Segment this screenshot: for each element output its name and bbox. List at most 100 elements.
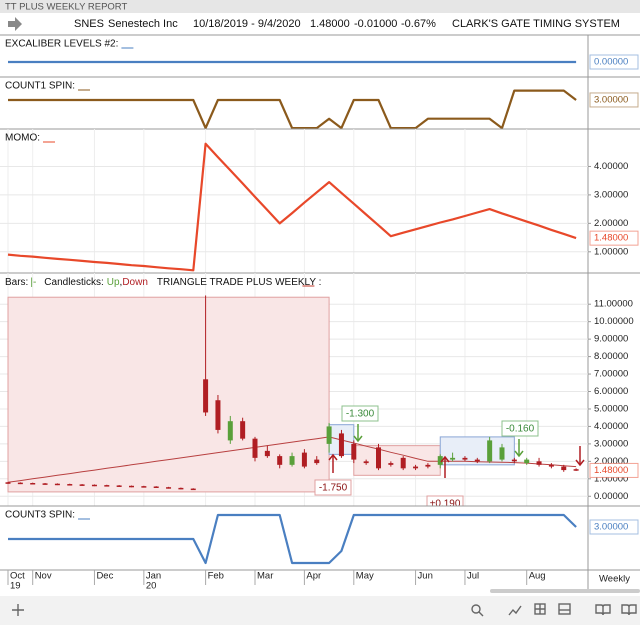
series-line <box>8 89 577 130</box>
y-tick-label: 11.00000 <box>594 299 633 310</box>
trade-arrow <box>328 453 338 473</box>
last-value-box <box>589 462 639 478</box>
annotation-box <box>426 495 464 506</box>
last-price: 1.48000 <box>310 18 350 30</box>
line-button[interactable] <box>508 605 522 616</box>
last-value-label: 1.48000 <box>594 465 628 476</box>
candle-body <box>67 484 73 486</box>
arrow-head <box>575 459 585 467</box>
book-button[interactable] <box>595 604 611 616</box>
book-button[interactable] <box>621 604 637 616</box>
candle-body <box>116 485 122 487</box>
x-tick-label: Jun <box>418 571 433 582</box>
legend-item: TRIANGLE TRADE PLUS WEEKLY : <box>157 277 322 288</box>
x-tick-sublabel: 19 <box>10 581 21 592</box>
candle-body <box>277 456 283 465</box>
candle-body <box>301 452 307 467</box>
legend-item: Candlesticks: <box>44 277 103 288</box>
legend-item: Bars: <box>5 277 28 288</box>
x-tick-label: Jul <box>467 571 479 582</box>
plot-area <box>8 89 577 130</box>
candle-body <box>338 433 344 457</box>
plot-area: -1.300 -0.160 -1.750 +0.190 <box>0 273 588 510</box>
candle-body <box>91 484 97 487</box>
legend-item: |- <box>30 277 36 288</box>
arrow-head <box>328 453 338 461</box>
candle-body <box>326 426 332 444</box>
company: Senestech Inc <box>108 18 178 30</box>
annotation-box <box>314 479 352 496</box>
candle-body <box>240 421 246 439</box>
trade-arrow <box>440 455 450 478</box>
add-button[interactable] <box>12 604 24 616</box>
symbol: SNES <box>74 18 104 30</box>
arrow-icon[interactable] <box>8 17 22 31</box>
panel: -1.300 -0.160 -1.750 +0.190 0.00000 1.00000 2.… <box>0 272 640 510</box>
trade-arrow <box>575 446 585 467</box>
candle-body <box>536 461 542 465</box>
y-tick-label: 4.00000 <box>594 421 628 432</box>
candle-body <box>178 487 184 490</box>
candle-body <box>54 483 60 486</box>
grid-button[interactable] <box>534 603 546 615</box>
candle-body <box>437 456 443 465</box>
candle-body <box>203 379 209 413</box>
series-line <box>7 142 577 272</box>
candle-body <box>289 456 295 465</box>
y-tick-label: 5.00000 <box>594 403 628 414</box>
panel-title: COUNT1 SPIN: <box>5 81 75 92</box>
candle-body <box>413 466 419 469</box>
change: -0.01000 <box>354 18 397 30</box>
panel: COUNT3 SPIN: 3.00000 <box>0 505 640 570</box>
x-tick-label: Apr <box>306 571 321 582</box>
header-row <box>0 13 640 35</box>
last-value-label: 3.00000 <box>594 522 628 533</box>
trade-arrow <box>514 439 524 458</box>
toolbar-icons <box>12 603 637 617</box>
candle-body <box>17 482 23 485</box>
scrollbar[interactable] <box>490 589 640 593</box>
y-tick-label: 1.00000 <box>594 246 628 257</box>
panel-title: COUNT3 SPIN: <box>5 510 75 521</box>
candle-body <box>314 459 320 464</box>
annotation-label: -1.750 <box>319 483 348 494</box>
annotation-label: +0.190 <box>430 499 461 510</box>
y-tick-label: 3.00000 <box>594 189 628 200</box>
legend-item: , <box>120 277 123 288</box>
window-title: TT PLUS WEEKLY REPORT <box>5 2 128 13</box>
legend-item: Up <box>107 277 120 288</box>
candle-body <box>30 483 36 485</box>
y-tick-label: 2.00000 <box>594 456 628 467</box>
candle-body <box>400 457 406 469</box>
candle-body <box>363 461 369 464</box>
arrow-head <box>353 435 363 443</box>
candle-body <box>548 464 554 467</box>
panel-title: MOMO: <box>5 133 40 144</box>
y-tick-label: 4.00000 <box>594 161 628 172</box>
system-name: CLARK'S GATE TIMING SYSTEM <box>452 18 620 30</box>
candle-body <box>141 486 147 488</box>
y-tick-label: 0.00000 <box>594 491 628 502</box>
candle-body <box>166 487 172 489</box>
candle-body <box>227 421 233 441</box>
plot-area <box>8 513 577 565</box>
arrow-head <box>440 455 450 463</box>
y-tick-label: 2.00000 <box>594 218 628 229</box>
panel: COUNT1 SPIN: 3.00000 <box>0 76 640 130</box>
panel-title: EXCALIBER LEVELS #2: <box>5 39 118 50</box>
candle-body <box>42 483 48 485</box>
candle-body <box>524 459 530 464</box>
legend-item: Down <box>122 277 148 288</box>
candle-body <box>561 466 567 471</box>
x-tick-label: May <box>356 571 374 582</box>
search-button[interactable] <box>471 604 484 617</box>
y-tick-label: 10.00000 <box>594 316 634 327</box>
panel: EXCALIBER LEVELS #2: 0.00000 <box>0 34 640 77</box>
change-pct: -0.67% <box>401 18 436 30</box>
trade-arrow <box>353 424 363 443</box>
panel-button[interactable] <box>558 603 571 615</box>
date-range: 10/18/2019 - 9/4/2020 <box>193 18 301 30</box>
candle-body <box>573 469 579 471</box>
